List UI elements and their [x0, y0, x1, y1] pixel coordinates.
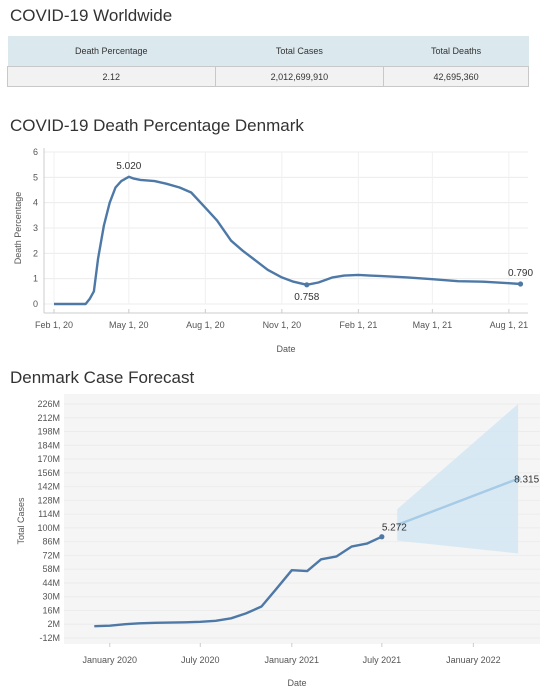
y-tick-label: 44M: [42, 578, 60, 588]
x-tick-label: May 1, 20: [109, 320, 149, 330]
x-tick-label: January 2022: [446, 655, 501, 665]
y-tick-label: 142M: [37, 482, 60, 492]
y-tick-label: 5: [33, 172, 38, 182]
summary-header-row: Death Percentage Total Cases Total Death…: [7, 36, 529, 67]
x-tick-label: Feb 1, 21: [339, 320, 377, 330]
y-tick-label: 58M: [42, 564, 60, 574]
data-point-marker: [304, 282, 310, 288]
death-percentage-line: [54, 175, 521, 306]
y-tick-label: 170M: [37, 454, 60, 464]
y-tick-label: 128M: [37, 495, 60, 505]
y-tick-label: 212M: [37, 413, 60, 423]
y-tick-label: 6: [33, 147, 38, 157]
y-tick-label: 3: [33, 223, 38, 233]
y-tick-label: 114M: [38, 509, 60, 519]
death-percentage-chart: 0 1 2 3 4 5 6 Feb 1, 20 May 1, 20 Aug 1, 20 Nov 1,…: [13, 147, 533, 354]
forecast-confidence-band: [397, 404, 519, 554]
y-tick-label: 1: [33, 274, 38, 284]
data-label: 0.758: [294, 292, 319, 303]
x-tick-label: Feb 1, 20: [35, 320, 73, 330]
case-forecast-chart: -12M 2M 16M 30M 44M 58M 72M 86M 100M 114M 128M 142M…: [16, 394, 540, 688]
y-tick-label: 184M: [37, 440, 60, 450]
data-point-marker: [517, 281, 524, 287]
summary-value-row: 2.12 2,012,699,910 42,695,360: [7, 66, 529, 87]
value-death-percentage: 2.12: [7, 66, 216, 87]
total-cases-line: [94, 535, 383, 628]
header-total-deaths: Total Deaths: [383, 36, 529, 67]
data-label: 5.020: [116, 161, 141, 172]
value-total-cases: 2,012,699,910: [214, 66, 385, 87]
y-tick-label: 86M: [42, 537, 60, 547]
x-tick-label: May 1, 21: [413, 320, 453, 330]
y-tick-label: 156M: [37, 468, 60, 478]
data-point-marker: [515, 476, 521, 482]
y-tick-label: 30M: [42, 592, 60, 602]
y-tick-label: -12M: [39, 633, 60, 643]
y-tick-label: 100M: [37, 523, 60, 533]
header-death-percentage: Death Percentage: [7, 36, 216, 67]
y-tick-label: 198M: [37, 427, 60, 437]
data-point-marker: [379, 534, 385, 540]
data-label: 8.315: [514, 475, 539, 486]
x-tick-label: January 2021: [265, 655, 320, 665]
header-total-cases: Total Cases: [215, 36, 384, 67]
value-total-deaths: 42,695,360: [383, 66, 529, 87]
x-tick-label: Aug 1, 20: [186, 320, 225, 330]
data-label: 5.272: [382, 523, 407, 534]
worldwide-title: COVID-19 Worldwide: [10, 6, 173, 25]
x-axis-title: Date: [276, 344, 295, 354]
data-label: 0.790: [508, 268, 533, 279]
y-tick-label: 2: [33, 248, 38, 258]
forecast-line: [396, 477, 519, 527]
y-axis-title: Death Percentage: [13, 192, 23, 265]
x-tick-label: Aug 1, 21: [490, 320, 529, 330]
case-forecast-chart-title: Denmark Case Forecast: [10, 368, 195, 387]
y-axis-title: Total Cases: [16, 497, 26, 545]
y-tick-label: 16M: [42, 605, 60, 615]
y-tick-label: 226M: [37, 399, 60, 409]
y-tick-label: 72M: [42, 550, 60, 560]
y-tick-label: 0: [33, 299, 38, 309]
death-percentage-chart-title: COVID-19 Death Percentage Denmark: [10, 116, 304, 135]
x-tick-label: January 2020: [82, 655, 137, 665]
x-axis-title: Date: [287, 678, 306, 688]
y-tick-label: 2M: [47, 619, 60, 629]
x-tick-label: Nov 1, 20: [263, 320, 302, 330]
x-tick-label: July 2021: [363, 655, 402, 665]
worldwide-summary-table: Death Percentage Total Cases Total Death…: [7, 36, 529, 87]
x-tick-label: July 2020: [181, 655, 220, 665]
y-tick-label: 4: [33, 198, 38, 208]
